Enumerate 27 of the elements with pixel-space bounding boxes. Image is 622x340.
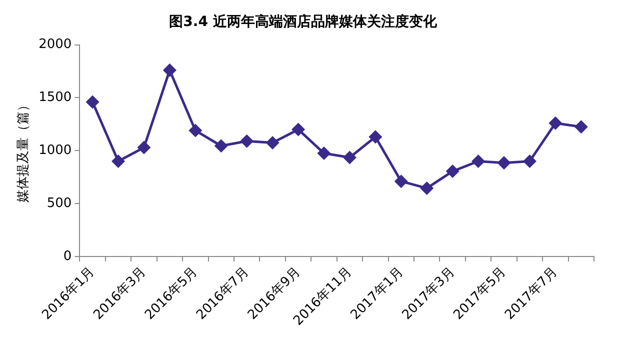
point xyxy=(549,116,562,130)
point xyxy=(420,182,434,194)
y-tick-label: 1000 xyxy=(38,143,72,158)
point xyxy=(369,130,382,144)
point xyxy=(498,156,510,170)
chart-title: 图3.4 近两年高端酒店品牌媒体关注度变化 xyxy=(169,13,438,30)
y-tick-label: 500 xyxy=(46,196,72,211)
y-tick-label: 0 xyxy=(63,248,72,264)
point xyxy=(318,147,330,160)
point xyxy=(523,154,536,168)
point xyxy=(292,123,305,136)
point xyxy=(138,141,150,154)
point xyxy=(214,140,228,152)
point xyxy=(394,175,408,188)
point xyxy=(240,134,254,148)
y-tick-label: 1500 xyxy=(38,90,72,106)
point xyxy=(343,151,356,164)
point xyxy=(446,165,459,178)
point xyxy=(574,120,588,134)
point xyxy=(112,154,125,168)
point xyxy=(163,64,176,76)
point xyxy=(266,136,279,149)
point xyxy=(189,124,202,137)
y-tick-label: 2000 xyxy=(38,37,72,52)
point xyxy=(472,154,485,168)
point xyxy=(86,96,99,108)
y-axis-title: 媒体提及量（篇） xyxy=(16,98,32,203)
